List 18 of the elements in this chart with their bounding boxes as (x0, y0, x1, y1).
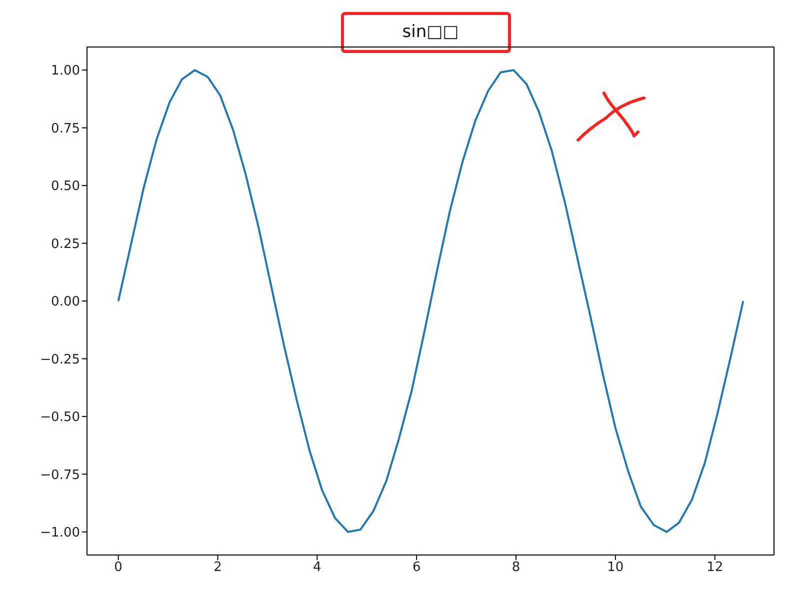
line-series (117, 69, 744, 533)
x-tick-label: 4 (313, 560, 322, 576)
y-tick-label: −0.75 (40, 468, 80, 483)
x-tick-label: 6 (412, 560, 421, 576)
y-tick-label: −0.25 (40, 352, 80, 368)
y-tick-label: −0.50 (40, 410, 80, 426)
y-tick-label: −1.00 (40, 526, 80, 541)
x-tick-label: 0 (114, 560, 122, 576)
chart-title: sin□□ (401, 22, 460, 42)
y-tick-label: 0.50 (51, 179, 80, 194)
x-tick-label: 12 (706, 560, 724, 576)
y-tick-label: 1.00 (51, 64, 80, 79)
y-tick-label: 0.75 (51, 121, 80, 136)
x-tick-label: 2 (214, 560, 222, 576)
x-tick-label: 10 (607, 560, 624, 576)
x-tick-label: 8 (512, 560, 520, 576)
y-tick-label: 0.25 (51, 236, 80, 252)
y-tick-label: 0.00 (51, 294, 80, 310)
